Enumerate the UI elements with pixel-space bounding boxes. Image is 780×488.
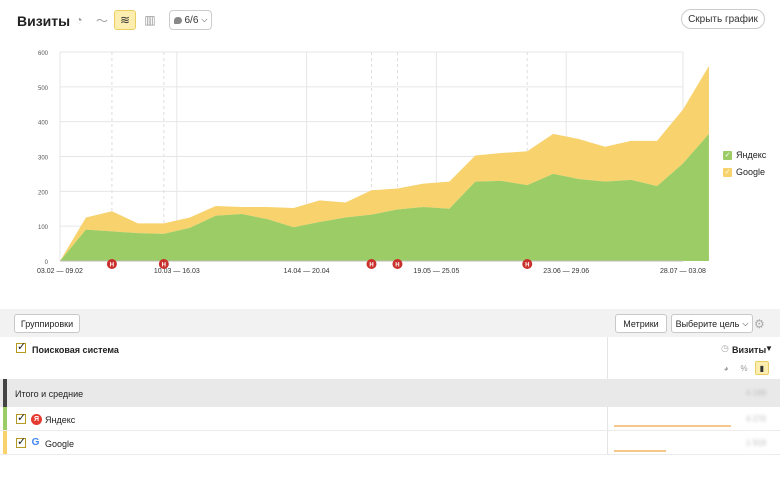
y-tick-label: 600: [38, 51, 49, 57]
y-tick-label: 200: [38, 190, 49, 196]
row-checkbox[interactable]: [16, 411, 26, 424]
notes-count: 6/6: [184, 14, 199, 26]
legend-item-yandex[interactable]: ✓ Яндекс: [723, 150, 766, 160]
pie-chart-icon[interactable]: ◔: [75, 13, 83, 27]
row-share-bar: [614, 450, 666, 452]
pie-view-icon[interactable]: ◕: [723, 363, 729, 373]
line-chart-icon[interactable]: 〜: [95, 13, 108, 28]
table-total-row: Итого и средние 4 189: [0, 379, 780, 407]
google-icon: G: [31, 437, 40, 448]
chart-legend: ✓ Яндекс ✓ Google: [723, 150, 766, 184]
legend-label: Яндекс: [736, 150, 767, 160]
groupings-button[interactable]: Группировки: [14, 314, 80, 333]
bar-view-icon[interactable]: ▮: [755, 361, 769, 375]
chart-areas: [60, 65, 709, 262]
x-axis-ticks: 03.02 — 09.02 10.03 — 16.03 14.04 — 20.04 1…: [37, 268, 706, 275]
sort-desc-icon[interactable]: ▼: [765, 344, 773, 353]
annotation-label: Н: [110, 263, 114, 269]
table-row[interactable]: G Google 1 919: [0, 431, 780, 455]
chevron-down-icon: ⌵: [742, 318, 749, 328]
y-tick-label: 400: [38, 121, 49, 127]
goal-select[interactable]: Выберите цель ⌵: [671, 314, 753, 333]
annotation-marker: [392, 259, 403, 269]
x-tick-label: 10.03 — 16.03: [154, 268, 200, 275]
row-label: Яндекс: [45, 415, 76, 425]
area-series-0: [60, 133, 709, 261]
x-tick-label: 03.02 — 09.02: [37, 268, 83, 275]
legend-item-google[interactable]: ✓ Google: [723, 167, 766, 177]
yandex-icon: Я: [31, 414, 42, 425]
notes-button[interactable]: 6/6 ⌵: [169, 10, 212, 30]
y-axis-ticks: 0 100 200 300 400 500 600: [38, 51, 49, 266]
row-value: 4 270: [745, 414, 766, 423]
annotation-label: Н: [525, 263, 529, 269]
annotation-marker: [366, 259, 377, 269]
annotation-label: Н: [369, 263, 373, 269]
bar-chart-icon[interactable]: ▥: [144, 13, 156, 27]
legend-checkbox-icon[interactable]: ✓: [723, 167, 732, 177]
legend-checkbox-icon[interactable]: ✓: [723, 150, 732, 160]
row-share-bar: [614, 425, 731, 427]
annotation-marker: [106, 259, 117, 269]
total-value: 4 189: [745, 388, 766, 398]
row-checkbox[interactable]: [16, 435, 26, 448]
percent-view-icon[interactable]: %: [740, 363, 748, 373]
x-tick-label: 19.05 — 25.05: [413, 268, 459, 275]
annotation-marker: [522, 259, 533, 269]
total-label: Итого и средние: [15, 389, 84, 399]
visits-chart: 0 100 200 300 400 500 600 03.02 — 09.02 10.03 —…: [37, 51, 709, 275]
row-value: 1 919: [745, 438, 766, 447]
y-tick-label: 300: [38, 156, 49, 162]
metrics-button[interactable]: Метрики: [615, 314, 667, 333]
annotation-label: Н: [395, 263, 399, 269]
gear-icon[interactable]: ⚙: [754, 317, 765, 331]
y-tick-label: 0: [45, 260, 49, 266]
select-all-checkbox[interactable]: [16, 340, 26, 353]
row-label: Google: [45, 439, 75, 449]
y-tick-label: 500: [38, 86, 49, 92]
clock-icon: ◷: [721, 343, 729, 353]
page-title: Визиты: [17, 13, 71, 29]
x-tick-label: 23.06 — 29.06: [543, 268, 589, 275]
comment-icon: [173, 16, 182, 24]
stacked-area-icon[interactable]: ≋: [114, 10, 136, 30]
table-header: Поисковая система ◷ Визиты ▼: [0, 337, 780, 379]
x-tick-label: 14.04 — 20.04: [284, 268, 330, 275]
legend-label: Google: [736, 167, 766, 177]
x-tick-label: 28.07 — 03.08: [660, 268, 706, 275]
metric-header[interactable]: Визиты: [732, 345, 767, 355]
y-tick-label: 100: [38, 225, 49, 231]
annotation-marker: [158, 259, 169, 269]
annotation-label: Н: [162, 263, 166, 269]
hide-chart-button[interactable]: Скрыть график: [681, 9, 765, 29]
dimension-header: Поисковая система: [32, 345, 119, 355]
goal-select-label: Выберите цель: [675, 318, 740, 329]
chevron-down-icon: ⌵: [201, 15, 208, 24]
table-row[interactable]: Я Яндекс 4 270: [0, 407, 780, 431]
area-series-1: [60, 65, 709, 261]
